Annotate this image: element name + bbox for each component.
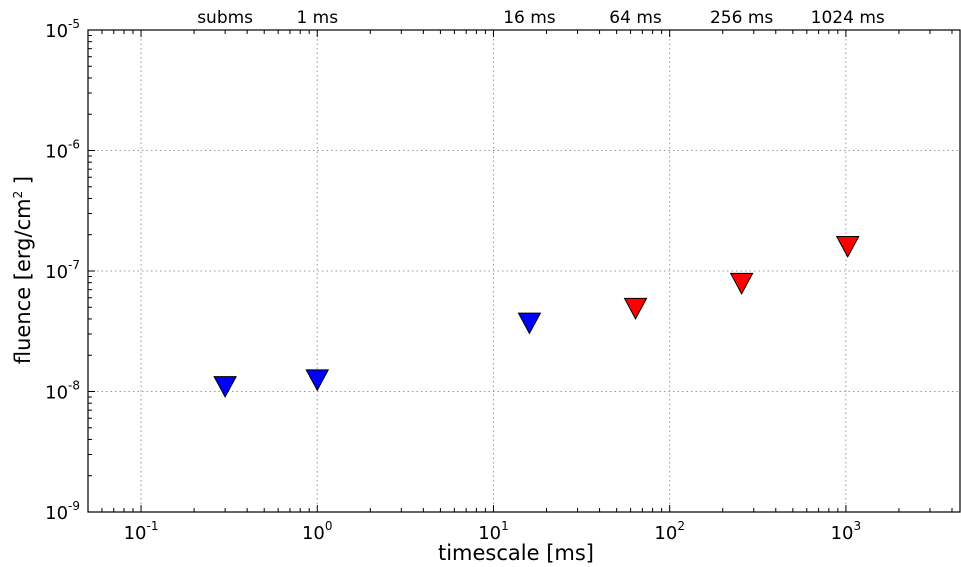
x-tick-base: 10	[654, 523, 677, 544]
x-tick-base: 10	[302, 523, 325, 544]
timescale-label: subms	[197, 8, 253, 28]
x-tick-label: 10-1	[124, 519, 159, 544]
y-tick-exponent: -6	[68, 138, 80, 152]
y-axis-title-exponent: 2	[11, 191, 25, 199]
y-tick-label: 10-5	[45, 17, 80, 42]
y-tick-base: 10	[45, 21, 68, 42]
y-axis-title-main: fluence [erg/cm	[11, 198, 35, 364]
x-tick-label: 102	[654, 519, 685, 544]
x-tick-base: 10	[124, 523, 147, 544]
y-tick-exponent: -8	[68, 379, 80, 393]
data-points	[213, 236, 860, 399]
y-tick-base: 10	[45, 503, 68, 524]
tick-labels: 10-110010110210310410-910-810-710-610-5	[45, 17, 862, 544]
y-tick-label: 10-8	[45, 379, 80, 404]
upper-limit-marker	[517, 312, 542, 335]
y-tick-base: 10	[45, 142, 68, 163]
upper-limit-marker	[835, 236, 860, 258]
y-tick-exponent: -5	[68, 17, 80, 31]
y-tick-base: 10	[45, 383, 68, 404]
timescale-label: 64 ms	[609, 8, 662, 28]
y-axis-title-end: ]	[11, 176, 35, 191]
timescale-label: 1 ms	[296, 8, 338, 28]
x-tick-base: 10	[831, 523, 854, 544]
y-tick-exponent: -7	[68, 258, 80, 272]
grid	[88, 29, 961, 513]
y-tick-label: 10-6	[45, 138, 80, 163]
x-tick-exponent: 2	[677, 519, 685, 533]
timescale-label: 1024 ms	[811, 8, 885, 28]
ticks	[88, 29, 953, 513]
y-axis-title: fluence [erg/cm2 ]	[11, 176, 35, 364]
timescale-label: 16 ms	[503, 8, 556, 28]
x-tick-exponent: -1	[147, 519, 159, 533]
y-tick-label: 10-9	[45, 499, 80, 524]
y-tick-base: 10	[45, 262, 68, 283]
x-axis-title: timescale [ms]	[438, 541, 594, 565]
upper-limit-marker	[623, 297, 648, 320]
x-tick-exponent: 3	[854, 519, 862, 533]
x-tick-base: 10	[478, 523, 501, 544]
upper-limit-marker	[213, 376, 237, 399]
upper-limit-marker	[305, 369, 330, 392]
y-tick-label: 10-7	[45, 258, 80, 283]
timescale-label: 256 ms	[710, 8, 773, 28]
x-tick-exponent: 0	[325, 519, 333, 533]
x-tick-label: 103	[831, 519, 862, 544]
y-tick-exponent: -9	[68, 499, 80, 513]
x-tick-label: 101	[478, 519, 509, 544]
upper-limit-marker	[729, 272, 754, 295]
x-tick-exponent: 1	[501, 519, 509, 533]
x-tick-label: 100	[302, 519, 333, 544]
